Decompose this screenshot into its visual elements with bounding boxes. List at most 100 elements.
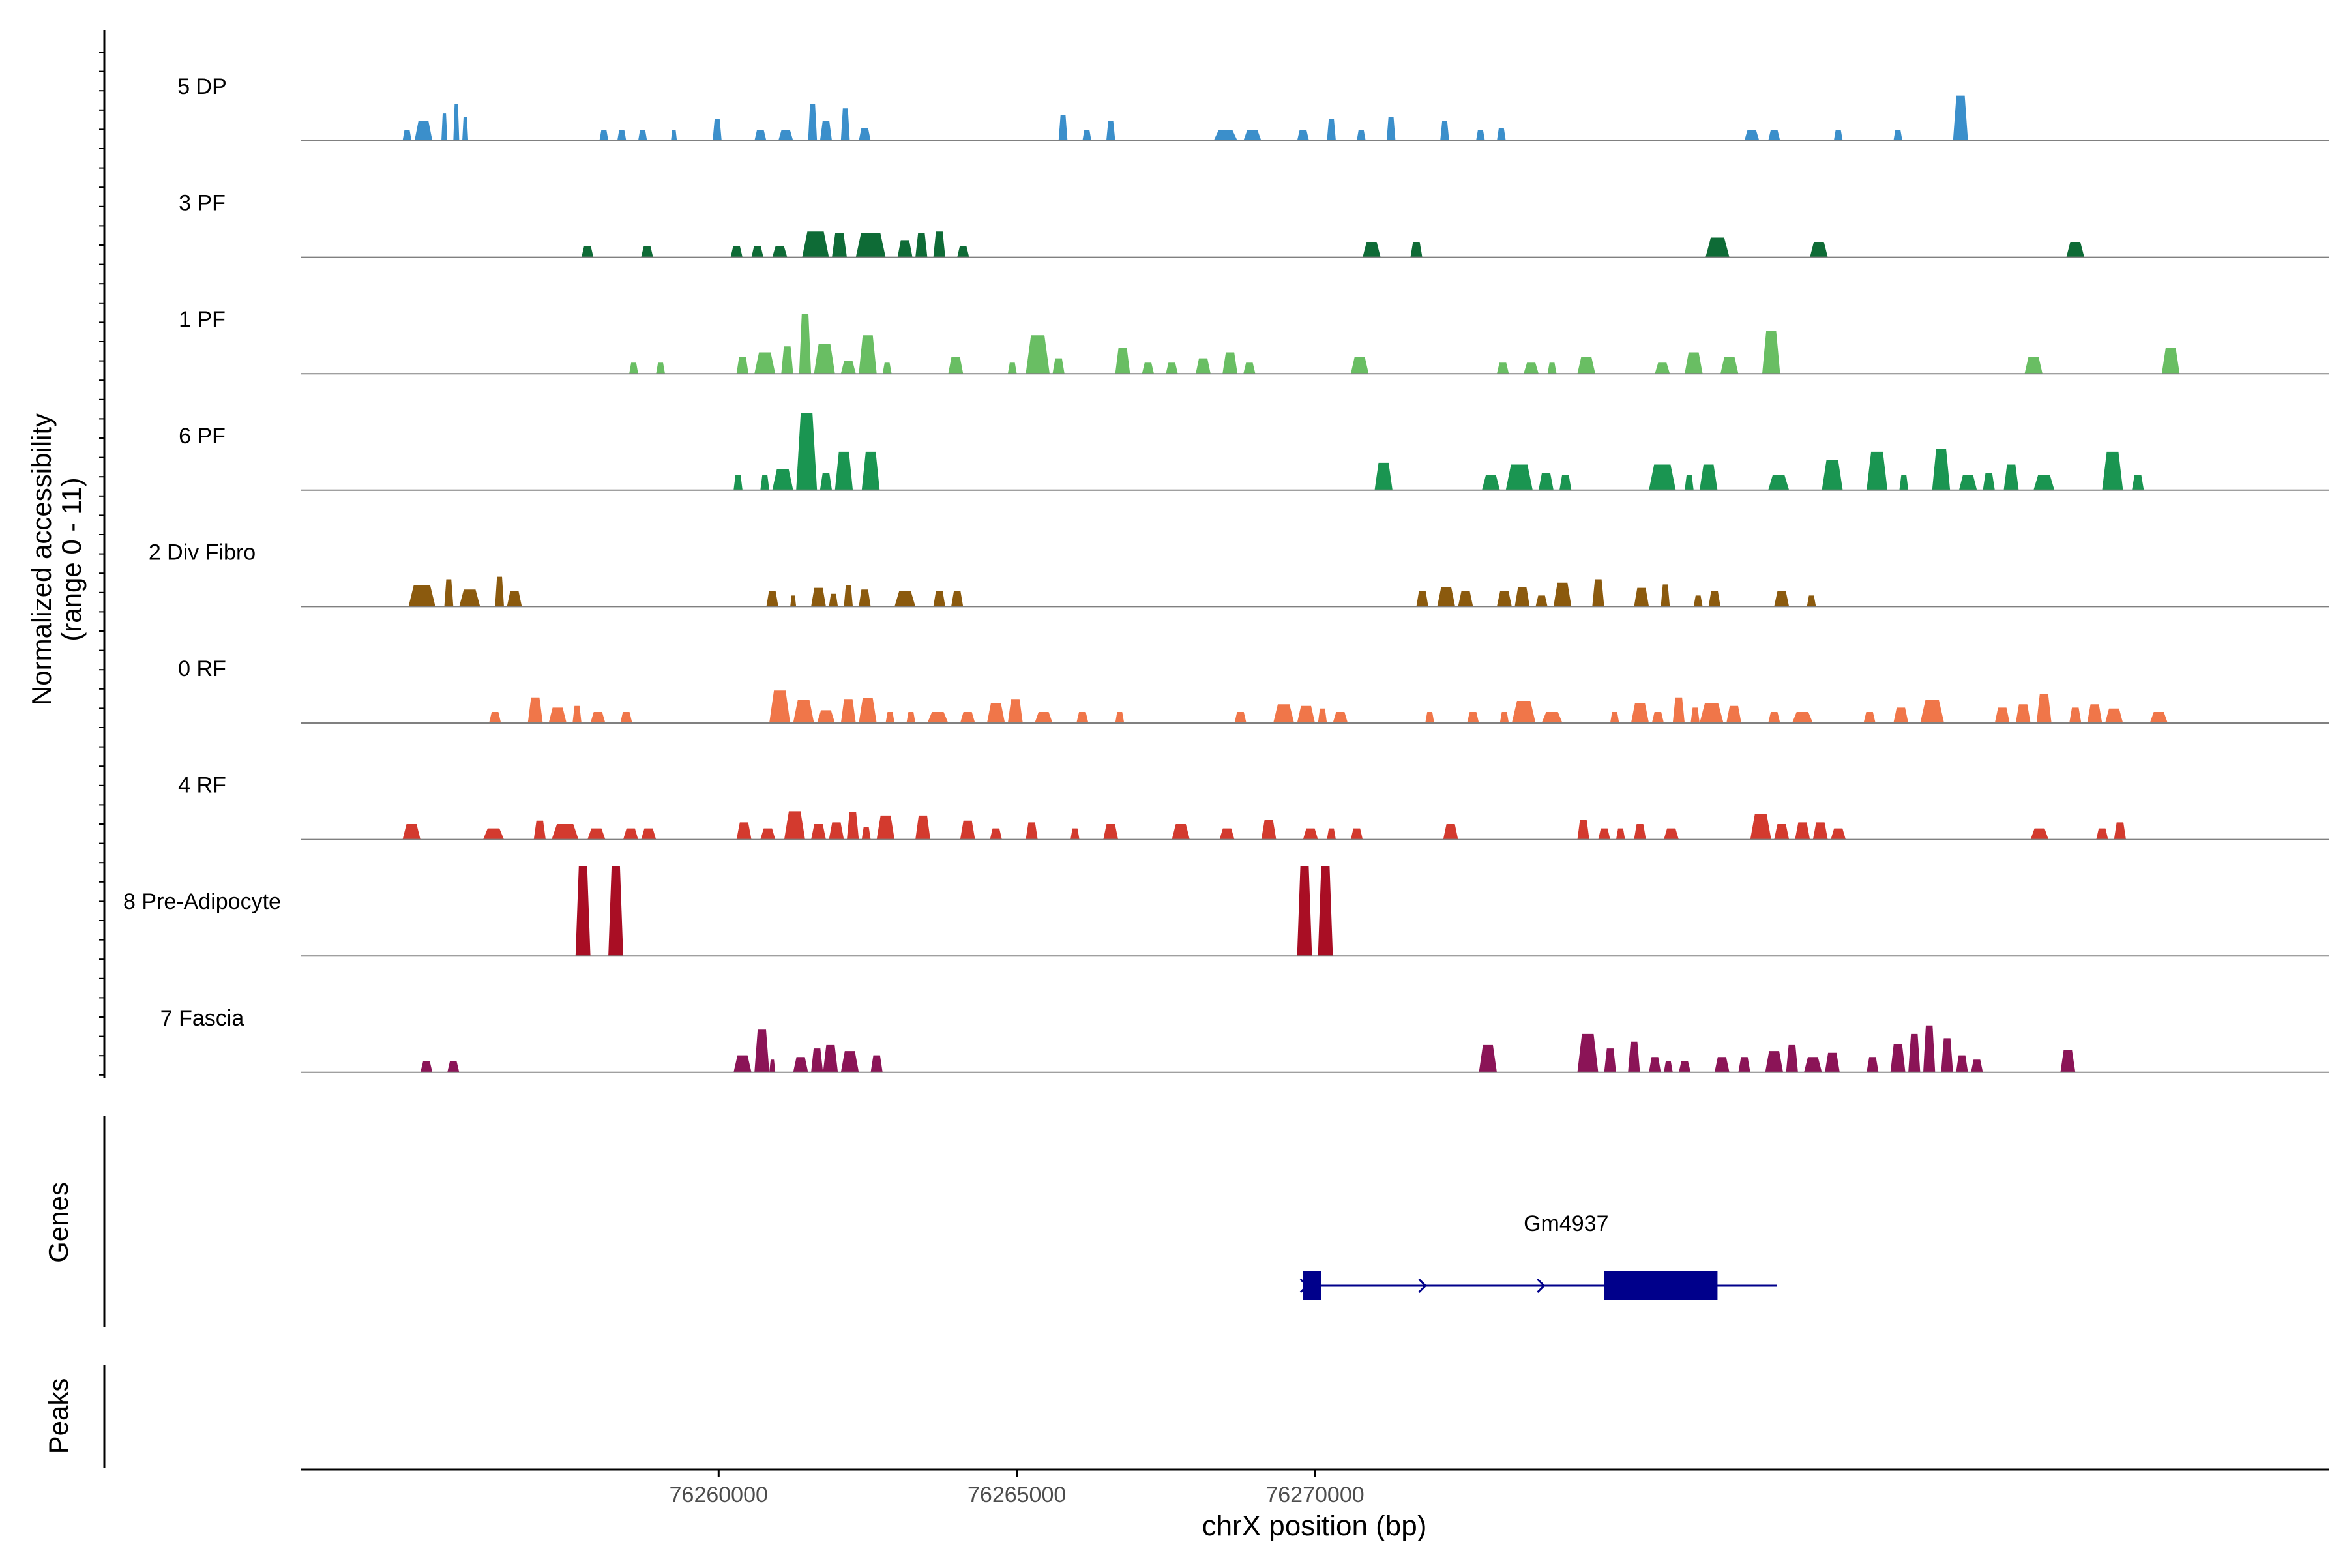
track-peak [1628, 1041, 1640, 1072]
track-peak [1443, 824, 1458, 840]
track-peak [754, 1029, 769, 1072]
track-peak [859, 128, 871, 141]
track-peak [1524, 362, 1539, 374]
track-peak [1559, 475, 1572, 490]
track-peak [1893, 707, 1909, 723]
track-peak [754, 352, 776, 374]
track-peak [2066, 242, 2084, 258]
track-peak [629, 362, 638, 374]
track-peak [1467, 712, 1479, 723]
track-1: 5 DP [177, 74, 2329, 141]
track-peak [1786, 1044, 1798, 1072]
track-peak [1213, 130, 1238, 141]
track-peak [859, 335, 877, 374]
track-peak [1765, 1051, 1783, 1072]
track-peak [1890, 1044, 1906, 1072]
track-peak [408, 585, 435, 607]
track-peak [1357, 130, 1366, 141]
track-peak [548, 707, 567, 723]
track-peak [1774, 591, 1790, 607]
track-peak [1941, 1038, 1953, 1072]
track-peak [1679, 1061, 1691, 1072]
track-peak [2024, 357, 2043, 374]
track-peak [1685, 352, 1703, 374]
track-peak [402, 130, 412, 141]
track-peak [1505, 464, 1533, 490]
track-peak [507, 591, 522, 607]
gene-exon [1303, 1271, 1321, 1300]
track-peak [772, 246, 788, 258]
track-peak [1971, 1059, 1983, 1072]
track-peak [1142, 362, 1154, 374]
track-peak [840, 699, 856, 723]
track-peak [1070, 828, 1080, 840]
track-peak [1103, 824, 1119, 840]
track-peak [840, 1051, 859, 1072]
peaks-panel: Peaks [43, 1365, 106, 1468]
track-peak [960, 712, 975, 723]
track-peak [876, 815, 895, 840]
track-peak [829, 822, 844, 840]
track-peak [1410, 242, 1423, 258]
track-peak [462, 117, 469, 141]
track-peak [796, 413, 818, 490]
track-peak [733, 475, 743, 490]
track-peak [1831, 828, 1846, 840]
track-label: 6 PF [179, 424, 226, 449]
track-4: 6 PF [179, 413, 2329, 491]
track-peak [829, 593, 838, 607]
track-peak [1867, 1057, 1879, 1072]
x-tick-label: 76265000 [967, 1483, 1066, 1507]
track-peak [781, 346, 793, 374]
track-peak [1363, 242, 1381, 258]
track-peak [1672, 697, 1685, 723]
track-peak [1833, 130, 1843, 141]
track-peak [533, 820, 546, 840]
track-peak [1792, 712, 1813, 723]
track-peak [819, 121, 833, 141]
track-peak [1026, 822, 1038, 840]
track-5: 2 Div Fibro [149, 540, 2329, 608]
track-peak [834, 451, 853, 490]
track-peak [1577, 1033, 1599, 1072]
track-peak [1795, 822, 1810, 840]
track-peak [1035, 712, 1053, 723]
track-peak [811, 1048, 823, 1072]
track-peak [870, 1055, 883, 1072]
track-peak [1058, 115, 1068, 141]
track-peak [2003, 464, 2019, 490]
track-peak [1983, 473, 1995, 490]
track-peak [2132, 475, 2144, 490]
track-peak [1243, 130, 1262, 141]
track-peak [847, 812, 859, 840]
track-peak [760, 828, 776, 840]
x-axis-title: chrX position (bp) [1202, 1510, 1427, 1542]
track-peak [1649, 464, 1676, 490]
track-peak [1908, 1033, 1921, 1072]
track-peak [1547, 362, 1557, 374]
track-peak [1661, 584, 1670, 607]
track-peak [1863, 712, 1876, 723]
tracks-layer: 5 DP 3 PF 1 PF 6 PF 2 Div Fibro 0 RF 4 RF 8 Pre… [123, 74, 2329, 1073]
track-peak [766, 591, 778, 607]
x-axis: 76260000 76265000 76270000 [301, 1468, 2329, 1507]
track-peak [1350, 357, 1369, 374]
track-label: 5 DP [177, 74, 227, 99]
track-peak [859, 698, 877, 723]
track-peak [1616, 828, 1625, 840]
track-peak [1273, 704, 1294, 723]
track-peak [638, 130, 647, 141]
track-peak [1234, 712, 1247, 723]
track-peak [1664, 828, 1679, 840]
track-peak [1222, 352, 1238, 374]
gene-strand-arrow [1537, 1278, 1546, 1294]
track-peak [1920, 700, 1944, 723]
track-peak [1631, 703, 1649, 723]
track-peak [1437, 587, 1455, 607]
track-peak [1714, 1057, 1730, 1072]
track-peak [733, 1055, 752, 1072]
track-peak [784, 811, 805, 840]
track-label: 8 Pre-Adipocyte [123, 889, 281, 914]
track-peak [599, 130, 609, 141]
